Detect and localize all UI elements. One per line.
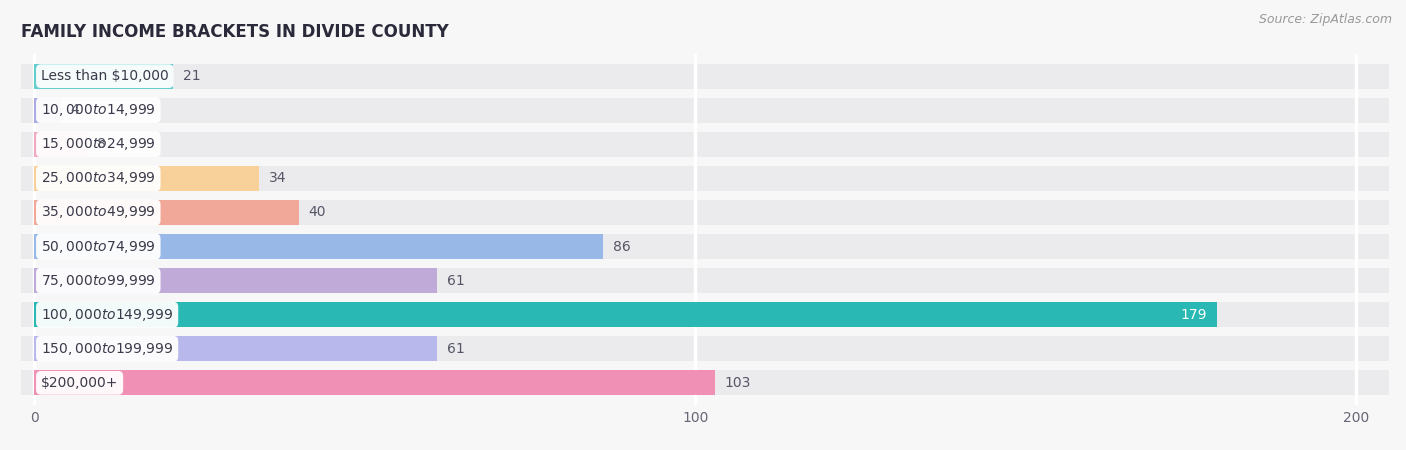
Text: 40: 40 bbox=[308, 206, 326, 220]
Bar bbox=[21, 336, 1389, 361]
Bar bbox=[34, 98, 60, 123]
Text: Source: ZipAtlas.com: Source: ZipAtlas.com bbox=[1258, 14, 1392, 27]
Bar bbox=[21, 63, 1389, 89]
Text: 34: 34 bbox=[269, 171, 287, 185]
Bar bbox=[21, 200, 1389, 225]
Text: $50,000 to $74,999: $50,000 to $74,999 bbox=[41, 238, 156, 255]
Bar bbox=[34, 166, 259, 191]
Bar bbox=[21, 132, 1389, 157]
Text: 8: 8 bbox=[97, 137, 105, 151]
Text: Less than $10,000: Less than $10,000 bbox=[41, 69, 169, 83]
Bar bbox=[34, 336, 437, 361]
Text: $25,000 to $34,999: $25,000 to $34,999 bbox=[41, 171, 156, 186]
Bar bbox=[21, 234, 1389, 259]
Text: 61: 61 bbox=[447, 274, 465, 288]
Bar bbox=[21, 302, 1389, 327]
Text: 21: 21 bbox=[183, 69, 201, 83]
Bar bbox=[34, 63, 173, 89]
Bar bbox=[34, 268, 437, 293]
Bar bbox=[21, 166, 1389, 191]
Bar bbox=[34, 302, 1218, 327]
Text: $200,000+: $200,000+ bbox=[41, 376, 118, 390]
Text: FAMILY INCOME BRACKETS IN DIVIDE COUNTY: FAMILY INCOME BRACKETS IN DIVIDE COUNTY bbox=[21, 23, 449, 41]
Text: 86: 86 bbox=[613, 239, 630, 253]
Text: 4: 4 bbox=[70, 103, 79, 117]
Text: $75,000 to $99,999: $75,000 to $99,999 bbox=[41, 273, 156, 288]
Bar bbox=[34, 234, 603, 259]
Bar bbox=[34, 132, 87, 157]
Text: 179: 179 bbox=[1181, 308, 1208, 322]
Bar bbox=[34, 200, 298, 225]
Text: 103: 103 bbox=[725, 376, 751, 390]
Bar bbox=[21, 98, 1389, 123]
Text: $100,000 to $149,999: $100,000 to $149,999 bbox=[41, 307, 173, 323]
Bar bbox=[21, 268, 1389, 293]
Text: $15,000 to $24,999: $15,000 to $24,999 bbox=[41, 136, 156, 152]
Text: $10,000 to $14,999: $10,000 to $14,999 bbox=[41, 102, 156, 118]
Bar bbox=[34, 370, 716, 396]
Bar bbox=[21, 370, 1389, 396]
Text: $150,000 to $199,999: $150,000 to $199,999 bbox=[41, 341, 173, 357]
Text: 61: 61 bbox=[447, 342, 465, 356]
Text: $35,000 to $49,999: $35,000 to $49,999 bbox=[41, 204, 156, 220]
